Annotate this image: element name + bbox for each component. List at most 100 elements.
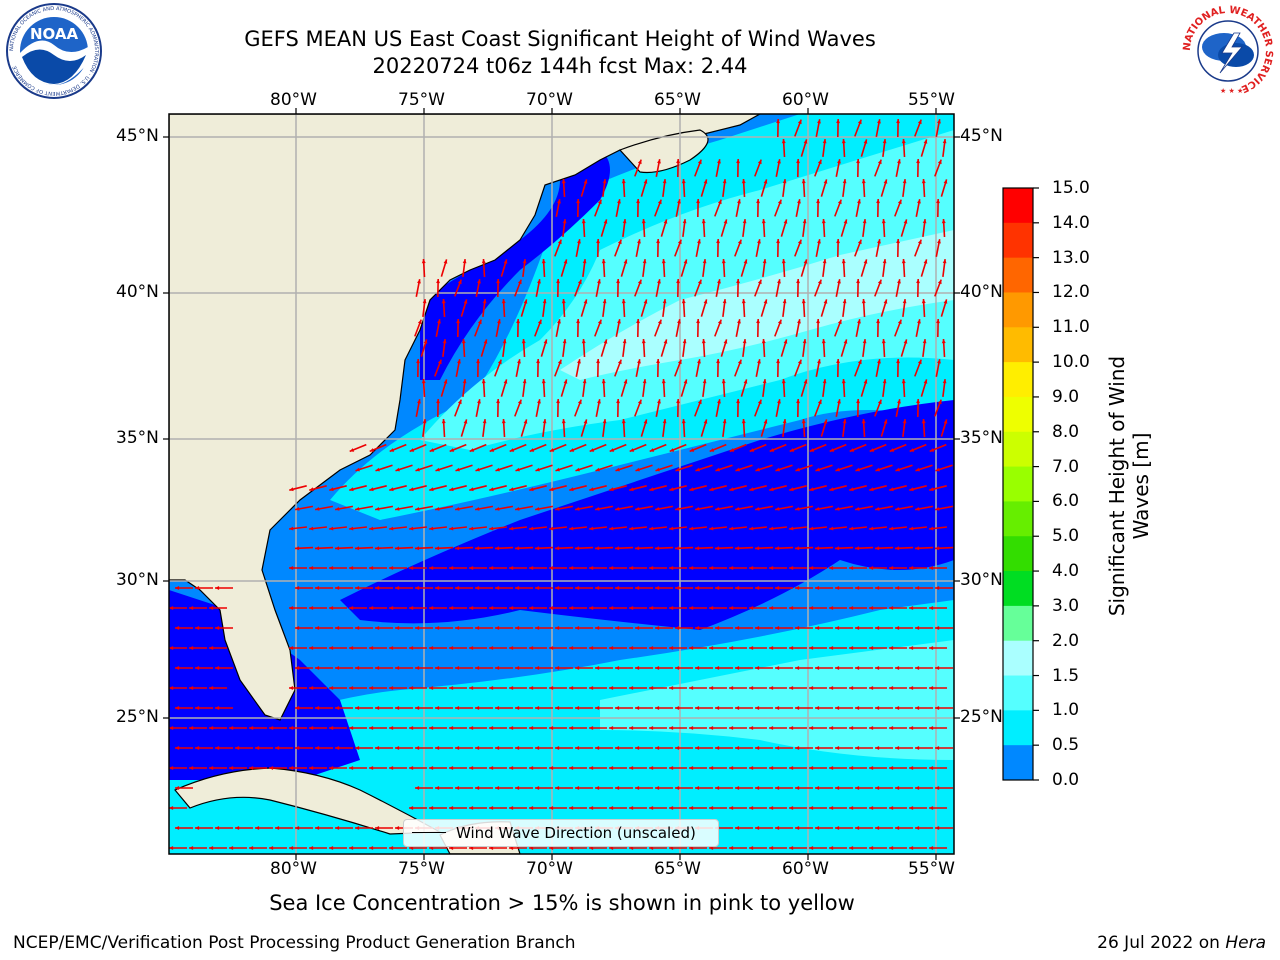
- wave-direction-arrowhead: [637, 159, 642, 165]
- wave-direction-arrowhead: [395, 826, 400, 830]
- wave-direction-arrowhead: [349, 526, 354, 531]
- wave-direction-arrowhead: [369, 686, 374, 690]
- wave-direction-arrowhead: [655, 546, 660, 551]
- wave-direction-arrowhead: [476, 359, 480, 364]
- wave-direction-arrowhead: [935, 826, 940, 830]
- wave-direction-arrowhead: [649, 566, 654, 570]
- colorbar-tick-label: 4.0: [1052, 561, 1080, 582]
- wave-direction-arrowhead: [595, 546, 600, 551]
- wave-direction-arrowhead: [617, 319, 621, 324]
- wave-direction-arrowhead: [675, 786, 680, 790]
- wave-direction-arrowhead: [189, 766, 194, 770]
- wave-direction-arrowhead: [855, 706, 860, 710]
- svg-text:★ ★ ★: ★ ★ ★: [1220, 87, 1243, 95]
- colorbar-segment: [1003, 536, 1033, 572]
- wave-direction-arrowhead: [636, 319, 640, 324]
- wave-direction-arrowhead: [902, 179, 907, 184]
- wave-direction-arrowhead: [703, 179, 708, 184]
- wave-direction-arrowhead: [835, 507, 840, 511]
- wave-direction-arrowhead: [595, 626, 600, 630]
- wave-direction-arrowhead: [589, 766, 594, 770]
- wave-direction-arrowhead: [577, 279, 582, 285]
- wave-direction-arrowhead: [703, 419, 708, 424]
- wave-direction-arrowhead: [916, 399, 920, 404]
- wave-direction-arrowhead: [469, 448, 475, 452]
- wave-direction-arrowhead: [756, 319, 760, 324]
- wave-direction-arrowhead: [389, 846, 394, 850]
- wave-direction-arrowhead: [535, 507, 540, 511]
- wave-direction-arrowhead: [429, 606, 434, 610]
- colorbar-tick-label: 0.0: [1052, 770, 1080, 790]
- wave-direction-arrowhead: [821, 339, 826, 344]
- wave-direction-arrowhead: [389, 726, 394, 730]
- wave-direction-arrowhead: [209, 686, 214, 690]
- wave-direction-arrowhead: [922, 339, 927, 344]
- wave-direction-arrowhead: [782, 179, 787, 184]
- wave-direction-arrowhead: [909, 806, 914, 810]
- wave-direction-arrowhead: [695, 706, 700, 710]
- wave-direction-arrowhead: [882, 139, 887, 144]
- wave-direction-arrowhead: [576, 199, 580, 204]
- wave-direction-arrowhead: [409, 448, 415, 452]
- wave-direction-arrowhead: [763, 299, 768, 304]
- wave-direction-arrowhead: [481, 259, 486, 264]
- wave-direction-arrowhead: [609, 606, 614, 610]
- wave-direction-arrowhead: [943, 299, 948, 304]
- wave-direction-arrowhead: [389, 448, 395, 452]
- wave-direction-arrowhead: [895, 706, 900, 710]
- wave-direction-arrowhead: [862, 339, 867, 344]
- wave-direction-arrowhead: [875, 586, 880, 590]
- wave-direction-arrowhead: [681, 179, 686, 184]
- wave-direction-arrowhead: [169, 846, 174, 850]
- wave-direction-arrowhead: [529, 566, 534, 570]
- wave-direction-arrowhead: [895, 786, 900, 790]
- wave-direction-arrowhead: [817, 159, 822, 165]
- wave-direction-arrowhead: [649, 448, 655, 452]
- wave-direction-arrowhead: [675, 666, 680, 670]
- wave-direction-arrowhead: [515, 586, 520, 590]
- wave-direction-arrowhead: [549, 686, 554, 690]
- wave-direction-arrowhead: [716, 239, 720, 244]
- wave-direction-arrowhead: [762, 379, 767, 384]
- wave-direction-arrowhead: [569, 806, 574, 810]
- wave-direction-arrowhead: [829, 566, 834, 570]
- wave-direction-arrowhead: [675, 507, 680, 511]
- lon-label-top: 55°W: [908, 90, 955, 110]
- wave-direction-arrowhead: [676, 399, 680, 404]
- wave-direction-arrowhead: [855, 786, 860, 790]
- wave-direction-arrowhead: [775, 507, 780, 511]
- wave-direction-arrowhead: [809, 526, 814, 531]
- wave-direction-arrowhead: [649, 686, 654, 690]
- wave-direction-arrowhead: [777, 279, 781, 284]
- colorbar-segment: [1003, 745, 1033, 781]
- wave-direction-arrowhead: [789, 766, 794, 770]
- wave-direction-arrowhead: [849, 566, 854, 570]
- wave-direction-arrowhead: [435, 706, 440, 710]
- colorbar-tick-label: 15.0: [1052, 178, 1090, 198]
- wave-direction-arrowhead: [529, 766, 534, 770]
- wave-direction-arrowhead: [435, 467, 440, 472]
- wave-direction-arrowhead: [809, 448, 815, 452]
- wave-direction-arrowhead: [929, 606, 934, 610]
- wave-direction-arrowhead: [309, 726, 314, 730]
- wave-direction-arrowhead: [463, 419, 468, 424]
- wave-direction-arrowhead: [929, 448, 935, 452]
- wave-direction-arrowhead: [583, 419, 588, 424]
- wave-band-south-1.0-1.5: [169, 600, 954, 854]
- wave-direction-arrowhead: [695, 467, 700, 472]
- wave-direction-arrowhead: [829, 448, 835, 452]
- wave-direction-arrowhead: [409, 566, 414, 570]
- colorbar-tick-label: 2.0: [1052, 630, 1080, 651]
- wave-direction-arrowhead: [755, 786, 760, 790]
- wave-direction-arrowhead: [249, 766, 254, 770]
- colorbar-segment: [1003, 222, 1033, 259]
- wave-direction-arrowhead: [195, 826, 200, 830]
- wave-direction-arrowhead: [909, 566, 914, 570]
- wave-direction-arrowhead: [549, 646, 554, 650]
- wave-direction-arrowhead: [743, 379, 748, 384]
- wave-direction-arrowhead: [503, 259, 508, 264]
- colorbar-segment: [1003, 188, 1033, 224]
- wave-direction-arrowhead: [855, 586, 860, 590]
- wave-direction-arrowhead: [457, 279, 462, 285]
- wave-direction-arrowhead: [669, 646, 674, 650]
